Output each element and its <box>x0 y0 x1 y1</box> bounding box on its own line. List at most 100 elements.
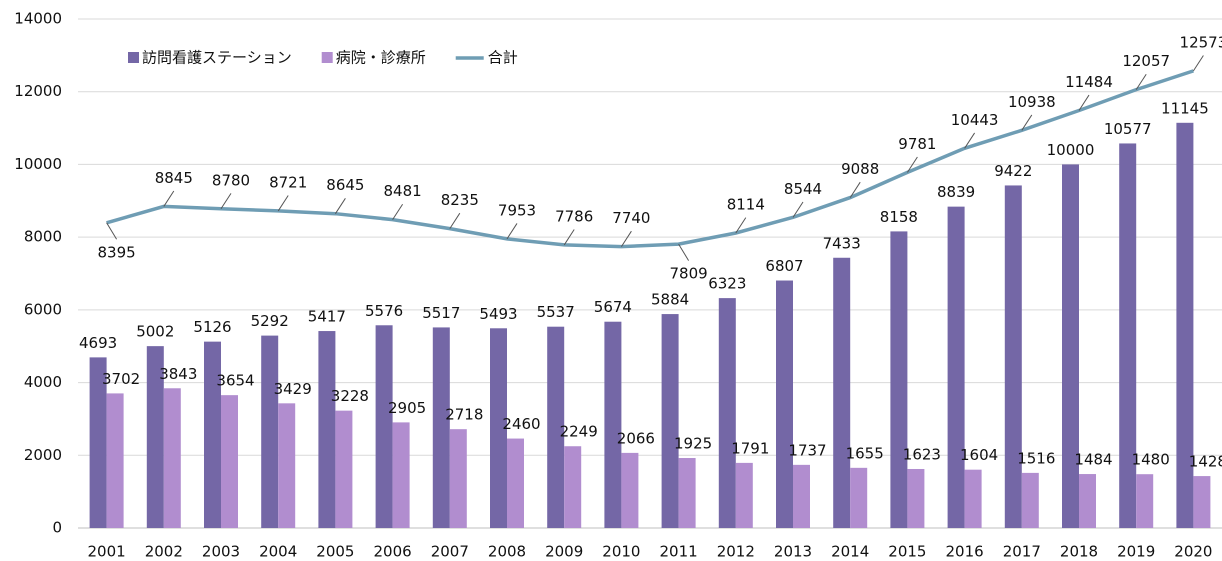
bar-value-label: 5126 <box>193 318 231 336</box>
line-value-label: 10938 <box>1008 93 1056 111</box>
line-value-label: 8645 <box>326 176 364 194</box>
bar-value-label: 5002 <box>136 323 174 341</box>
line-value-label: 12573 <box>1180 33 1222 51</box>
bar <box>1021 472 1039 528</box>
y-tick-label: 12000 <box>14 82 62 100</box>
line-value-label: 9088 <box>841 160 879 178</box>
leader-line <box>163 190 175 207</box>
bar <box>318 331 336 528</box>
bar <box>1193 476 1211 528</box>
x-tick-label: 2020 <box>1174 543 1212 561</box>
bar <box>850 467 868 528</box>
bar-value-label: 3654 <box>216 372 254 390</box>
bar-value-label: 5884 <box>651 291 689 309</box>
bar <box>1062 164 1079 528</box>
bar <box>776 280 793 528</box>
x-tick-label: 2007 <box>431 543 469 561</box>
leader-line <box>906 156 918 173</box>
bar-value-label: 5517 <box>422 304 460 322</box>
y-tick-label: 10000 <box>14 155 62 173</box>
line-value-label: 10443 <box>951 111 999 129</box>
x-tick-label: 2006 <box>374 543 412 561</box>
x-tick-label: 2018 <box>1060 543 1098 561</box>
line-value-label: 7953 <box>498 201 536 219</box>
bar <box>678 458 696 528</box>
bar <box>547 326 565 528</box>
leader-line <box>506 223 518 240</box>
bar <box>833 257 851 528</box>
leader-line <box>735 217 747 234</box>
x-tick-label: 2001 <box>88 543 126 561</box>
bar <box>278 403 296 528</box>
bar-value-label: 4693 <box>79 334 117 352</box>
y-tick-label: 0 <box>52 519 62 537</box>
bar <box>1079 474 1096 528</box>
bar-value-label: 3429 <box>274 380 312 398</box>
bar-value-label: 11145 <box>1161 99 1209 117</box>
bar-value-label: 5292 <box>251 312 289 330</box>
leader-line <box>1078 94 1090 111</box>
bar-value-label: 1516 <box>1017 449 1055 467</box>
x-tick-label: 2009 <box>545 543 583 561</box>
leader-line <box>277 195 289 212</box>
bar <box>964 469 982 528</box>
bar <box>392 422 410 528</box>
y-tick-label: 14000 <box>14 10 62 28</box>
bar-value-label: 5674 <box>594 298 632 316</box>
line-value-label: 8721 <box>269 173 307 191</box>
line-value-label: 9781 <box>898 135 936 153</box>
bar-value-label: 2066 <box>617 429 655 447</box>
line-value-label: 8544 <box>784 180 822 198</box>
leader-line <box>392 203 404 220</box>
bar <box>947 206 965 528</box>
bar-value-label: 8158 <box>880 208 918 226</box>
leader-line <box>1192 55 1204 72</box>
legend-label: 合計 <box>488 49 518 67</box>
leader-line <box>620 230 632 247</box>
leader-line <box>1021 114 1033 131</box>
bar-value-label: 6807 <box>765 257 803 275</box>
bar <box>1004 185 1022 528</box>
bar <box>507 438 524 528</box>
bar <box>146 346 164 528</box>
bar <box>1119 143 1137 528</box>
x-tick-label: 2019 <box>1117 543 1155 561</box>
bar-value-label: 10000 <box>1047 141 1095 159</box>
bar <box>661 314 679 528</box>
bar-value-label: 5493 <box>479 305 517 323</box>
bar-value-label: 1623 <box>903 445 941 463</box>
bar <box>221 395 238 528</box>
x-tick-label: 2015 <box>888 543 926 561</box>
leader-line <box>220 193 232 210</box>
x-tick-label: 2008 <box>488 543 526 561</box>
x-tick-label: 2017 <box>1003 543 1041 561</box>
bar-value-label: 1655 <box>846 444 884 462</box>
legend-label: 病院・診療所 <box>336 49 426 67</box>
legend-swatch <box>321 52 333 63</box>
x-tick-label: 2004 <box>259 543 297 561</box>
line-value-label: 12057 <box>1122 52 1170 70</box>
bar-value-label: 1480 <box>1132 451 1170 469</box>
leader-line <box>106 222 118 240</box>
bar <box>1176 122 1194 528</box>
bar <box>735 462 753 528</box>
line <box>106 69 1194 249</box>
bar <box>106 393 124 528</box>
bar-value-label: 3702 <box>102 370 140 388</box>
bar-value-label: 2905 <box>388 399 426 417</box>
line-value-label: 7740 <box>612 209 650 227</box>
leader-line <box>678 243 690 261</box>
bar-value-label: 7433 <box>823 234 861 252</box>
line-value-label: 8780 <box>212 171 250 189</box>
line-value-label: 8395 <box>98 243 136 261</box>
bar-value-label: 2249 <box>560 423 598 441</box>
bar-value-label: 1737 <box>788 441 826 459</box>
leader-line <box>849 181 861 198</box>
bar <box>432 327 450 528</box>
y-tick-label: 6000 <box>24 300 62 318</box>
bar-value-label: 5576 <box>365 302 403 320</box>
leader-line <box>964 132 976 149</box>
bar-value-label: 3843 <box>159 365 197 383</box>
